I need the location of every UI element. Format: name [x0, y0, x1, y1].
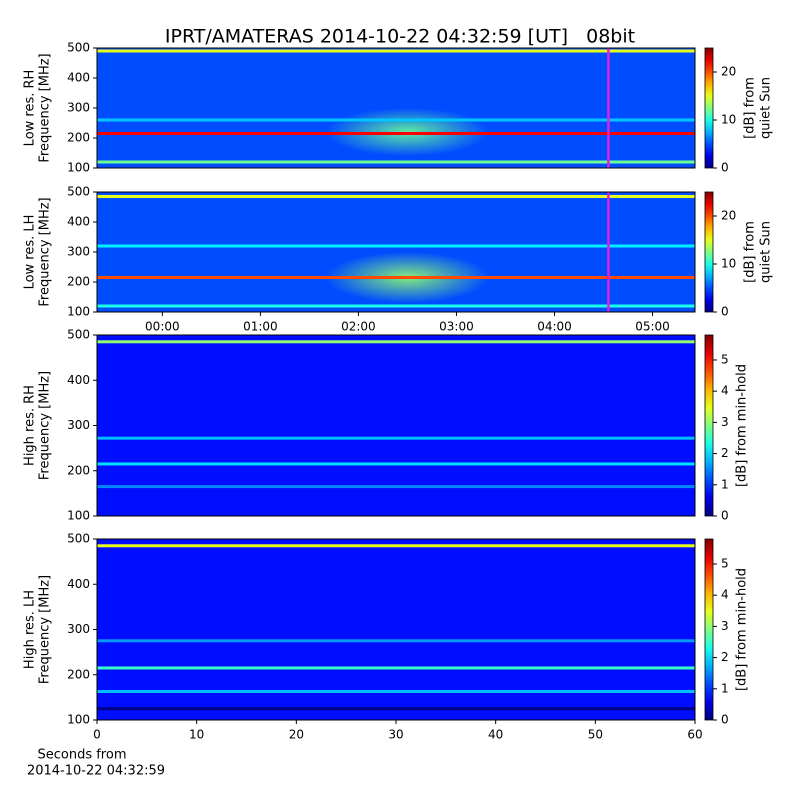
colorbar-tick-label: 0 [721, 161, 729, 175]
spectrogram-background [97, 335, 695, 516]
y-axis-label: Frequency [MHz] [38, 53, 53, 162]
colorbar-tick-label: 2 [721, 650, 729, 664]
y-tick-label: 200 [67, 667, 90, 681]
y-axis-label: Frequency [MHz] [38, 575, 53, 684]
y-axis-label: Frequency [MHz] [38, 197, 53, 306]
y-axis-label: High res. RH [23, 385, 38, 466]
colorbar-tick-label: 3 [721, 415, 729, 429]
spectrogram-background [97, 539, 695, 720]
emission-band [97, 639, 695, 643]
colorbar-label: quiet Sun [759, 77, 774, 139]
colorbar-tick-label: 0 [721, 305, 729, 319]
emission-band [97, 160, 695, 164]
y-tick-label: 500 [67, 185, 90, 199]
emission-band [97, 436, 695, 440]
x-tick-label: 03:00 [439, 320, 474, 334]
y-tick-label: 200 [67, 463, 90, 477]
x-tick-label: 00:00 [145, 320, 180, 334]
colorbar-tick-label: 10 [721, 257, 736, 271]
colorbar [704, 334, 714, 517]
x-tick-label: 30 [388, 728, 403, 742]
x-tick-label: 05:00 [635, 320, 670, 334]
y-tick-label: 300 [67, 245, 90, 259]
colorbar-label: [dB] from [743, 77, 758, 139]
y-axis-label: Low res. LH [23, 215, 38, 290]
colorbar-tick-label: 20 [721, 65, 736, 79]
emission-band [97, 118, 695, 122]
x-tick-label: 40 [488, 728, 503, 742]
y-tick-label: 100 [67, 509, 90, 523]
emission-band [97, 707, 695, 711]
colorbar-tick-label: 1 [721, 477, 729, 491]
y-tick-label: 100 [67, 713, 90, 727]
y-axis-label: Frequency [MHz] [38, 371, 53, 480]
colorbar-tick-label: 4 [721, 588, 729, 602]
colorbar-label: quiet Sun [759, 221, 774, 283]
colorbar [704, 191, 714, 313]
x-tick-label: 50 [588, 728, 603, 742]
y-tick-label: 300 [67, 418, 90, 432]
y-tick-label: 200 [67, 131, 90, 145]
x-tick-label: 0 [93, 728, 101, 742]
colorbar-label: [dB] from min-hold [735, 364, 750, 487]
x-tick-label: 01:00 [243, 320, 278, 334]
colorbar-label: [dB] from min-hold [735, 568, 750, 691]
y-tick-label: 400 [67, 71, 90, 85]
emission-band [97, 485, 695, 489]
y-tick-label: 500 [67, 532, 90, 546]
y-tick-label: 400 [67, 577, 90, 591]
colorbar-tick-label: 10 [721, 113, 736, 127]
x-tick-label: 20 [289, 728, 304, 742]
colorbar-tick-label: 2 [721, 446, 729, 460]
emission-band [97, 340, 695, 344]
colorbar-label: [dB] from [743, 221, 758, 283]
emission-band [97, 49, 695, 53]
emission-band [97, 276, 695, 279]
x-tick-label: 10 [189, 728, 204, 742]
y-tick-label: 400 [67, 215, 90, 229]
emission-band [97, 689, 695, 693]
y-tick-label: 200 [67, 275, 90, 289]
y-tick-label: 500 [67, 41, 90, 55]
emission-band [97, 132, 695, 135]
colorbar [704, 538, 714, 721]
y-tick-label: 300 [67, 622, 90, 636]
emission-band [97, 244, 695, 248]
y-tick-label: 400 [67, 373, 90, 387]
x-tick-label: 02:00 [341, 320, 376, 334]
x-axis-label: Seconds from [37, 748, 126, 763]
colorbar-tick-label: 0 [721, 509, 729, 523]
emission-band [97, 304, 695, 308]
colorbar-tick-label: 0 [721, 713, 729, 727]
chart-title: IPRT/AMATERAS 2014-10-22 04:32:59 [UT] 0… [165, 26, 635, 48]
y-tick-label: 100 [67, 161, 90, 175]
y-axis-label: High res. LH [23, 590, 38, 669]
y-tick-label: 100 [67, 305, 90, 319]
colorbar-tick-label: 1 [721, 681, 729, 695]
emission-band [97, 544, 695, 548]
colorbar-tick-label: 4 [721, 384, 729, 398]
emission-band [97, 195, 695, 198]
emission-band [97, 666, 695, 670]
y-tick-label: 300 [67, 101, 90, 115]
colorbar-tick-label: 3 [721, 619, 729, 633]
colorbar-tick-label: 5 [721, 352, 729, 366]
emission-band [97, 462, 695, 466]
x-tick-label: 04:00 [537, 320, 572, 334]
x-tick-label: 60 [687, 728, 702, 742]
colorbar [704, 47, 714, 169]
colorbar-tick-label: 5 [721, 556, 729, 570]
colorbar-tick-label: 20 [721, 209, 736, 223]
x-axis-label: 2014-10-22 04:32:59 [27, 764, 165, 779]
y-axis-label: Low res. RH [23, 70, 38, 147]
y-tick-label: 500 [67, 328, 90, 342]
